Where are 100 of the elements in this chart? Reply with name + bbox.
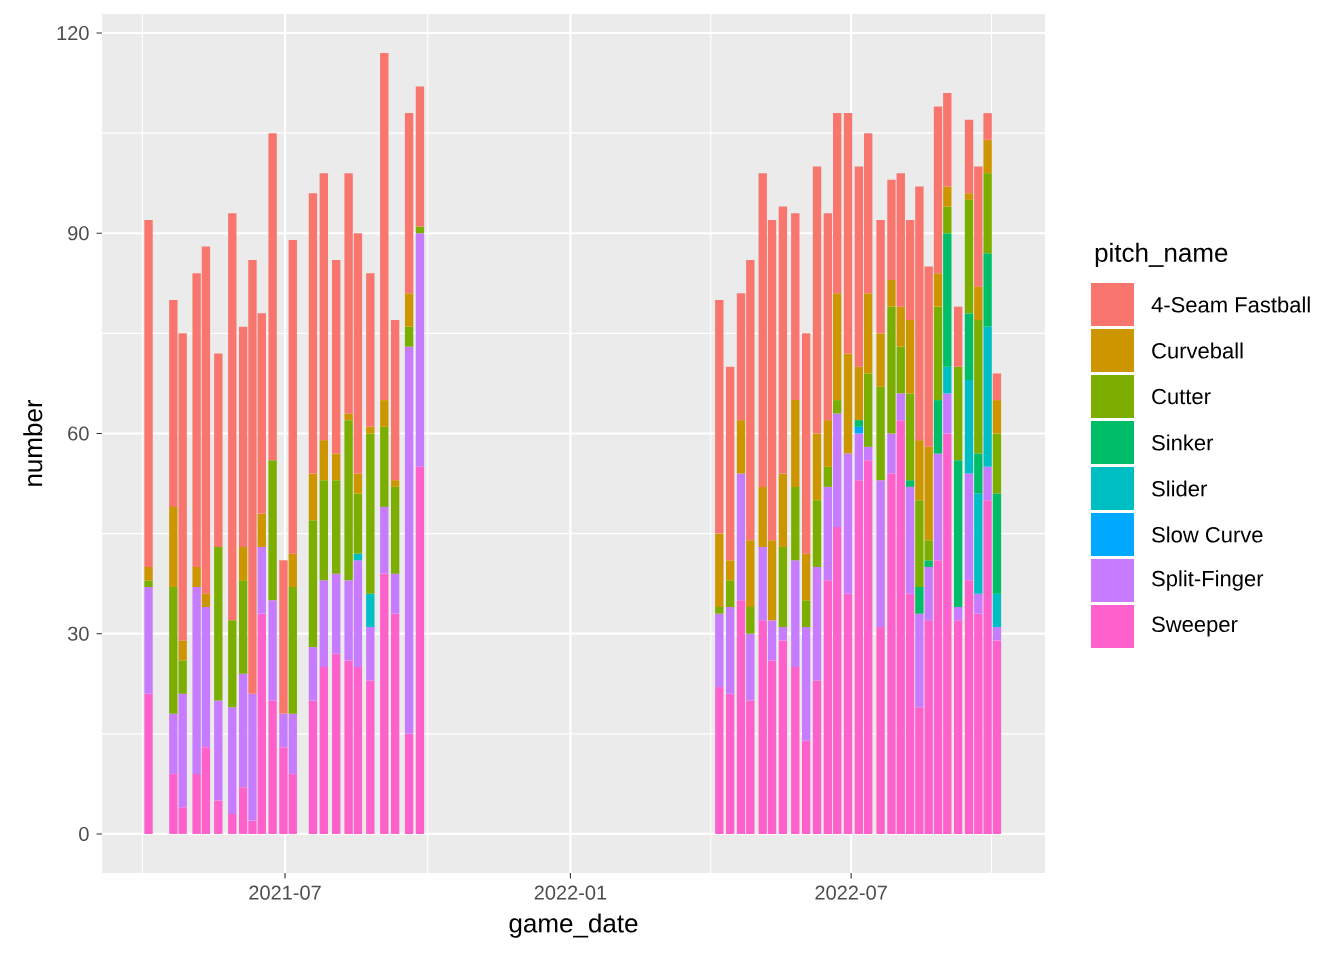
legend-label: 4-Seam Fastball [1151, 296, 1310, 313]
bar [736, 473, 746, 601]
bar [268, 600, 277, 701]
y-axis-title: number [23, 399, 43, 486]
bar [896, 393, 905, 421]
bar [823, 466, 833, 487]
bar [308, 520, 318, 648]
bar [214, 353, 223, 547]
bar [876, 219, 885, 334]
bar [876, 480, 885, 628]
bar [228, 813, 237, 834]
legend-title: pitch_name [1095, 242, 1228, 268]
bar [767, 620, 777, 661]
bar [992, 593, 1002, 628]
bar [758, 546, 767, 621]
bar [933, 273, 943, 307]
bar [228, 620, 237, 708]
bar [268, 700, 277, 834]
bar [332, 573, 341, 654]
bar [366, 593, 375, 628]
legend-label: Sweeper [1152, 616, 1238, 637]
legend-label: Cutter [1152, 388, 1211, 405]
bar [983, 139, 992, 174]
bar [778, 206, 788, 474]
legend-label: Slider [1152, 480, 1207, 497]
y-tick-label: 90 [68, 226, 89, 241]
bar [832, 293, 842, 401]
bar [791, 400, 800, 487]
bar [353, 473, 363, 494]
bar [746, 633, 755, 701]
x-tick-label: 2021-07 [249, 885, 321, 900]
bar [144, 587, 153, 694]
bar [715, 687, 724, 834]
bar [983, 113, 992, 140]
bar [308, 193, 318, 474]
bar [288, 553, 297, 587]
bar [992, 493, 1002, 594]
bar [736, 420, 746, 474]
bar [144, 580, 153, 587]
bar [953, 306, 963, 367]
bar [905, 393, 915, 481]
bar [854, 420, 864, 427]
bar [992, 373, 1002, 401]
bar [201, 593, 211, 608]
bar [366, 433, 375, 594]
bar [366, 627, 375, 681]
bar [843, 353, 853, 454]
bar [876, 333, 885, 387]
legend-label: Curveball [1152, 342, 1243, 359]
bar [319, 173, 328, 441]
bar [319, 440, 328, 481]
bar [933, 306, 943, 401]
bar [404, 733, 414, 834]
bar [380, 53, 389, 401]
bar [801, 740, 811, 834]
bar [905, 486, 915, 594]
bar [415, 86, 425, 227]
bar [192, 566, 201, 587]
bar [983, 466, 992, 501]
bar [974, 320, 983, 454]
bar [268, 460, 277, 601]
bar [228, 213, 237, 621]
bar [380, 426, 389, 507]
bar [992, 433, 1002, 494]
bar [876, 627, 885, 834]
legend-label: Sinker [1152, 434, 1214, 451]
bar [933, 400, 943, 454]
bar [308, 647, 318, 701]
bar [319, 480, 328, 581]
bar [725, 607, 735, 694]
bar [778, 473, 788, 547]
bar [812, 566, 822, 681]
bar [380, 506, 389, 574]
bar [964, 313, 974, 381]
y-tick-label: 120 [57, 25, 89, 41]
bar [228, 707, 237, 814]
bar [983, 173, 992, 254]
bar [214, 800, 223, 834]
bar [887, 279, 896, 307]
bar [778, 546, 788, 628]
bar [964, 380, 974, 474]
bar [332, 480, 341, 574]
bar [974, 453, 983, 494]
bar [964, 199, 974, 314]
bar [308, 700, 318, 834]
bar [801, 627, 811, 741]
bar [238, 580, 248, 674]
bar [390, 573, 400, 614]
bar [843, 113, 853, 354]
bar [791, 667, 800, 834]
bar [943, 366, 952, 394]
bar [778, 627, 788, 641]
bar [812, 166, 822, 434]
bar [832, 400, 842, 414]
bar [983, 253, 992, 327]
bar [983, 326, 992, 467]
bar [876, 386, 885, 481]
legend-label: Split-Finger [1152, 570, 1264, 591]
bar [964, 193, 974, 200]
bar [178, 640, 187, 661]
